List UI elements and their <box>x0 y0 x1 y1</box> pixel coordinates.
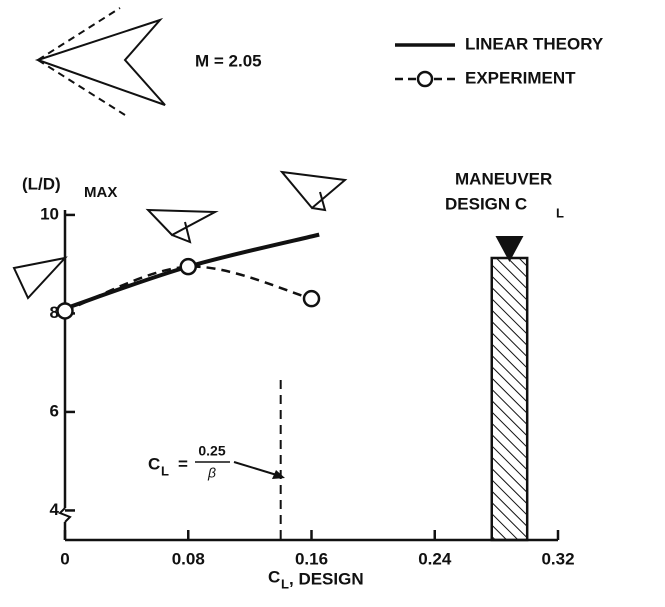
legend-marker <box>416 70 434 88</box>
planform-icon <box>34 7 166 116</box>
arrow <box>233 461 281 477</box>
y-axis-label: MAX <box>84 184 117 201</box>
y-tick-label: 4 <box>50 500 60 519</box>
annotation: MANEUVER <box>455 169 552 188</box>
chart-title: M = 2.05 <box>195 51 262 70</box>
y-axis-label: (L/D) <box>22 174 61 193</box>
x-tick-label: 0.08 <box>172 549 205 568</box>
x-axis-label: C <box>268 567 280 586</box>
axis-break <box>58 507 72 523</box>
x-tick-label: 0.32 <box>541 549 574 568</box>
data-point <box>56 302 74 320</box>
annotation: 0.25 <box>198 443 225 459</box>
legend-label: LINEAR THEORY <box>465 34 604 53</box>
annotation: DESIGN C <box>445 194 527 213</box>
annotation: L <box>556 205 564 220</box>
legend-label: EXPERIMENT <box>465 68 576 87</box>
x-tick-label: 0 <box>60 549 69 568</box>
annotation: C <box>148 454 160 473</box>
x-tick-label: 0.16 <box>295 549 328 568</box>
x-axis-label: , DESIGN <box>289 569 364 588</box>
arrow-head <box>272 470 285 479</box>
y-tick-label: 6 <box>50 401 59 420</box>
aircraft-icons <box>12 170 348 300</box>
data-point <box>302 289 321 308</box>
y-tick-label: 8 <box>50 303 59 322</box>
data-point <box>179 257 197 276</box>
design-marker <box>495 236 524 262</box>
series-line <box>64 265 312 313</box>
annotation: L <box>161 463 169 478</box>
x-tick-label: 0.24 <box>418 549 452 568</box>
annotation: β <box>207 465 216 481</box>
x-axis-label: L <box>281 576 289 591</box>
annotation: = <box>178 454 188 473</box>
y-tick-label: 10 <box>40 204 59 223</box>
maneuver-band <box>490 256 529 542</box>
